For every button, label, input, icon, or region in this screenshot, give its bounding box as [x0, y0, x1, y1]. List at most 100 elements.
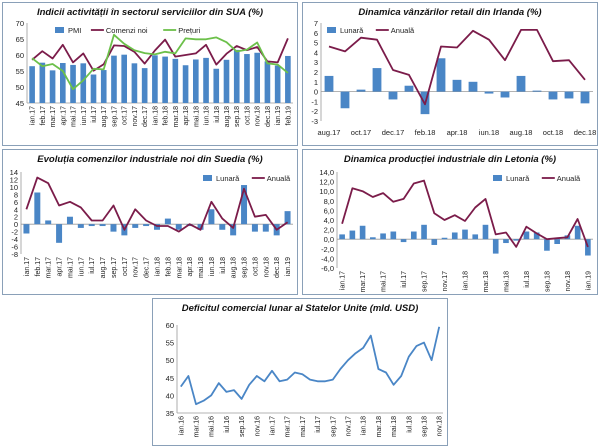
y-tick-label: 10: [10, 183, 18, 192]
bar-lunar-: [284, 211, 291, 225]
y-tick-label: 55: [166, 339, 174, 348]
bar-lunar-: [516, 75, 526, 92]
y-tick-label: 50: [166, 356, 174, 365]
y-tick-label: 2: [14, 213, 18, 222]
x-tick-label: dec.18: [274, 257, 281, 278]
x-tick-label: ian.17: [340, 271, 347, 290]
bar-lunar-: [388, 91, 398, 100]
bar-lunar-: [500, 91, 510, 98]
legend-swatch: [55, 27, 64, 33]
bar-lunar-: [349, 230, 356, 240]
bar-lunar-: [241, 185, 248, 225]
bar-lunar-: [197, 224, 204, 230]
bar-pmi: [213, 68, 220, 103]
chart-pmi-sua-svg: Indicii activității în sectorul servicii…: [16, 7, 293, 127]
y-tick-label: 12,0: [319, 178, 334, 187]
y-tick-label: 70: [16, 19, 24, 28]
line-series-pre-uri: [31, 33, 289, 91]
bar-lunar-: [404, 85, 414, 92]
y-tick-label: -6: [11, 243, 18, 252]
bar-lunar-: [99, 224, 106, 227]
x-tick-label: aug.18: [231, 257, 238, 279]
bar-lunar-: [523, 231, 530, 240]
bar-lunar-: [452, 79, 462, 92]
x-tick-label: iun.18: [204, 106, 211, 125]
chart-productie-letonia-svg: Dinamica producției industriale din Leto…: [319, 154, 593, 292]
y-tick-label: 10,0: [319, 187, 334, 196]
x-tick-label: mai.18: [503, 271, 510, 292]
x-tick-label: iul.18: [406, 416, 413, 433]
bar-lunar-: [436, 58, 446, 92]
bar-pmi: [49, 70, 56, 103]
bar-lunar-: [482, 224, 489, 240]
x-tick-label: ian.17: [270, 416, 277, 435]
y-tick-label: -2,0: [321, 245, 334, 254]
bar-lunar-: [585, 239, 591, 256]
bar-pmi: [182, 65, 189, 103]
bar-lunar-: [468, 81, 478, 92]
y-tick-label: 0: [314, 88, 318, 97]
x-tick-label: nov.17: [133, 257, 140, 278]
x-tick-label: dec.17: [142, 106, 149, 127]
y-tick-label: -1: [311, 97, 318, 106]
x-tick-label: mar.16: [194, 416, 201, 438]
bar-lunar-: [45, 220, 52, 225]
bar-lunar-: [208, 209, 215, 225]
bar-pmi: [29, 66, 35, 103]
x-tick-label: oct.17: [122, 106, 129, 125]
x-tick-label: mai.17: [300, 416, 307, 437]
legend-label: PMI: [68, 26, 81, 35]
x-tick-label: ian.18: [152, 106, 159, 125]
legend-label: Comenzi noi: [106, 26, 148, 35]
y-tick-label: 7: [314, 19, 318, 28]
bar-lunar-: [492, 239, 499, 254]
bar-lunar-: [380, 233, 386, 240]
chart-title: Dinamica vânzărilor retail din Irlanda (…: [358, 7, 541, 18]
bar-lunar-: [230, 224, 237, 236]
chart-title: Dinamica producției industriale din Leto…: [344, 154, 556, 165]
y-tick-label: 35: [166, 409, 174, 418]
x-tick-label: ian.19: [585, 271, 592, 290]
x-tick-label: nov.17: [132, 106, 139, 127]
bar-lunar-: [56, 224, 63, 243]
x-tick-label: ian.17: [30, 106, 37, 125]
bar-lunar-: [251, 224, 258, 232]
bar-lunar-: [34, 192, 41, 225]
x-tick-label: feb.19: [285, 106, 292, 126]
x-tick-label: mai.17: [67, 257, 74, 278]
y-tick-label: 1: [314, 78, 318, 87]
x-tick-label: iun.18: [479, 128, 499, 137]
bar-lunar-: [372, 68, 382, 92]
x-tick-label: ian.16: [178, 416, 185, 435]
chart-retail-irlanda: Dinamica vânzărilor retail din Irlanda (…: [302, 2, 598, 146]
y-tick-label: 45: [16, 99, 24, 108]
x-tick-label: iul.16: [224, 416, 231, 433]
line-series-anual-: [25, 176, 289, 233]
y-tick-label: -4: [11, 235, 18, 244]
bar-lunar-: [88, 224, 95, 227]
x-tick-label: dec.17: [144, 257, 151, 278]
y-tick-label: -8: [11, 250, 18, 259]
y-tick-label: 6,0: [324, 206, 334, 215]
x-tick-label: iun.17: [81, 106, 88, 125]
x-tick-label: aug.17: [318, 128, 341, 137]
bar-lunar-: [484, 91, 494, 94]
bar-lunar-: [410, 231, 417, 240]
x-tick-label: ian.17: [24, 257, 31, 276]
bar-pmi: [111, 55, 117, 103]
bar-pmi: [162, 56, 168, 103]
x-tick-label: aug.17: [100, 257, 107, 279]
bar-lunar-: [544, 239, 550, 251]
x-tick-label: sep.17: [111, 106, 118, 127]
x-tick-label: iun.18: [209, 257, 216, 276]
bar-lunar-: [441, 237, 448, 240]
line-series-anual-: [328, 28, 586, 106]
x-tick-label: ian.19: [285, 257, 292, 276]
bar-pmi: [274, 65, 281, 103]
x-tick-label: feb.17: [35, 257, 42, 277]
bar-lunar-: [513, 239, 520, 241]
x-tick-label: apr.17: [60, 106, 67, 126]
bar-lunar-: [532, 90, 542, 92]
bar-lunar-: [554, 239, 560, 244]
x-tick-label: feb.17: [40, 106, 47, 126]
